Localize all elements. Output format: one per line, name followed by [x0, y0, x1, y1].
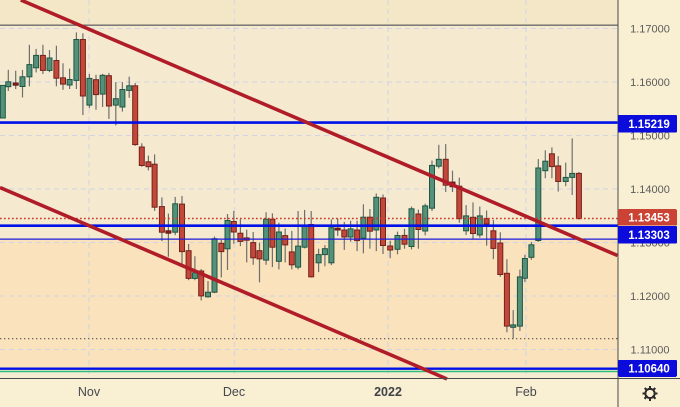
- svg-text:1.10640: 1.10640: [628, 364, 670, 376]
- svg-text:Feb: Feb: [515, 385, 537, 399]
- svg-text:1.15000: 1.15000: [630, 131, 670, 143]
- svg-text:1.12000: 1.12000: [630, 291, 670, 303]
- svg-text:Dec: Dec: [223, 385, 245, 399]
- svg-text:1.11000: 1.11000: [631, 345, 670, 357]
- svg-text:1.17000: 1.17000: [630, 24, 670, 36]
- svg-text:1.16000: 1.16000: [630, 77, 670, 89]
- svg-text:1.15219: 1.15219: [628, 119, 670, 131]
- svg-text:Nov: Nov: [78, 385, 101, 399]
- svg-text:1.13303: 1.13303: [628, 230, 670, 242]
- svg-text:2022: 2022: [374, 385, 402, 399]
- svg-text:1.13453: 1.13453: [628, 213, 670, 225]
- svg-text:1.14000: 1.14000: [630, 184, 670, 196]
